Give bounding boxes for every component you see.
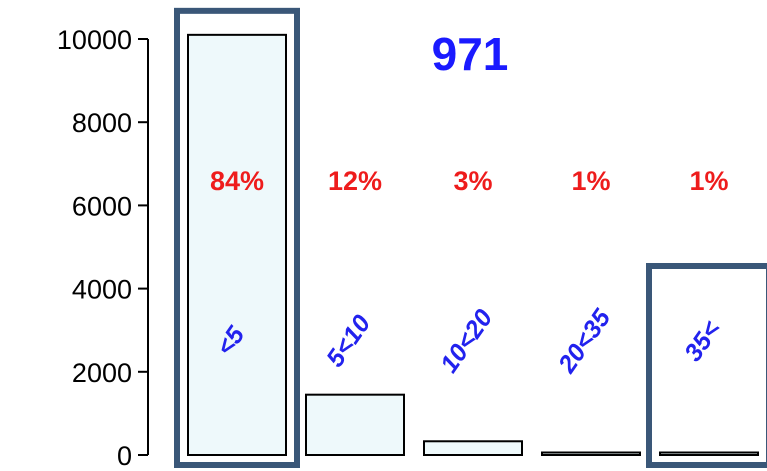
category-label: 5<10: [321, 310, 376, 372]
y-tick-label: 2000: [72, 358, 132, 388]
percent-label: 1%: [571, 166, 610, 196]
highlight-boxes: [174, 7, 767, 469]
bar-2: [305, 393, 405, 456]
highlight-box: [174, 7, 300, 469]
percent-label: 12%: [328, 166, 382, 196]
y-tick-label: 8000: [72, 108, 132, 138]
highlight-box: [646, 263, 767, 468]
y-tick-label: 6000: [72, 191, 132, 221]
bar-1: [187, 33, 287, 457]
bar-4: [541, 451, 641, 456]
percent-labels: 84% 12% 3% 1% 1%: [210, 166, 729, 196]
category-label: 20<35: [552, 303, 616, 378]
category-label: 10<20: [435, 304, 498, 378]
percent-label: 1%: [689, 166, 728, 196]
y-tick-label: 4000: [72, 275, 132, 305]
percent-label: 3%: [453, 166, 492, 196]
y-tick-label: 10000: [57, 25, 132, 55]
y-tick-label: 0: [117, 441, 132, 471]
chart-title: 971: [432, 28, 509, 80]
bar-5: [659, 451, 759, 456]
bar-series: [187, 33, 759, 457]
y-axis: 0 2000 4000 6000 8000 10000: [57, 25, 149, 471]
category-label: 35<: [679, 315, 726, 366]
bar-3: [423, 440, 523, 457]
percent-label: 84%: [210, 166, 264, 196]
